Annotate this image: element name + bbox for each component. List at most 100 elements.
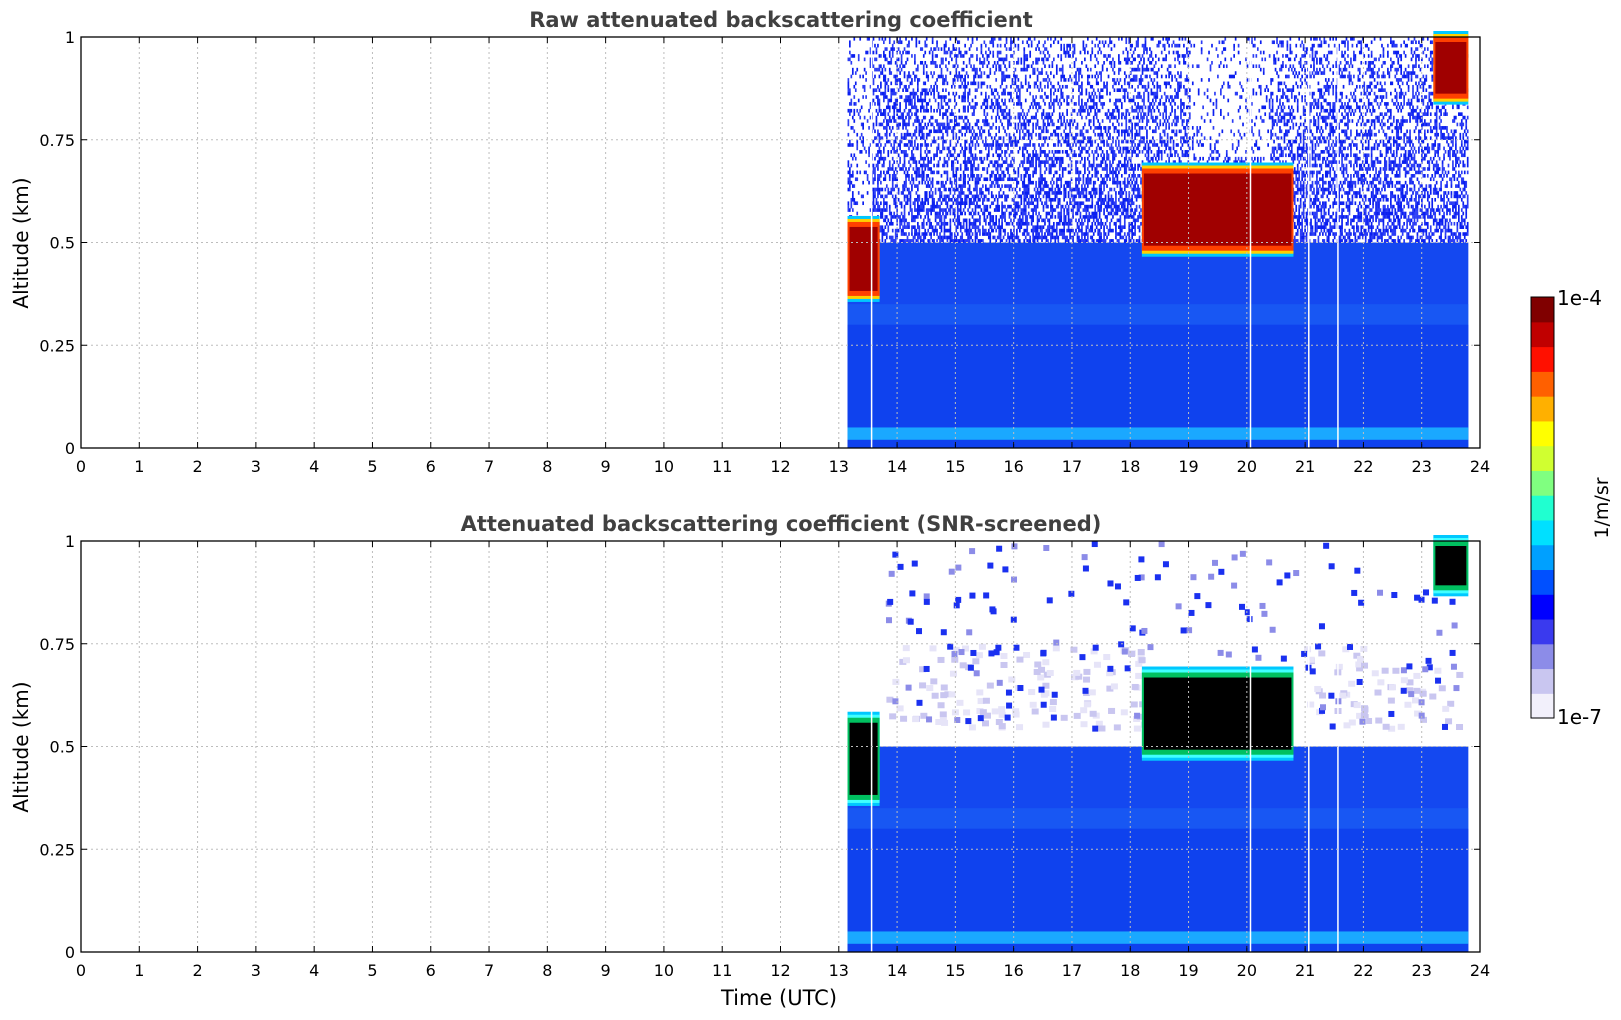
noise-pixel [1014,204,1017,209]
noise-pixel [974,218,977,223]
noise-pixel [953,211,956,216]
noise-pixel [959,84,962,89]
noise-pixel [940,225,943,229]
noise-pixel [1050,225,1052,229]
noise-pixel [1137,91,1139,96]
noise-pixel [1094,191,1097,195]
noise-pixel [1112,146,1114,151]
noise-pixel [850,163,853,168]
noise-pixel [903,84,906,89]
noise-pixel [968,57,971,62]
noise-pixel [1036,239,1039,243]
noise-pixel [1112,201,1114,206]
noise-pixel [917,119,919,123]
noise-pixel [853,119,856,123]
noise-pixel [959,239,962,243]
noise-pixel [1047,153,1049,158]
noise-pixel [1057,40,1060,45]
noise-pixel [1076,67,1079,72]
noise-pixel [1092,184,1095,188]
noise-pixel [946,81,949,86]
noise-pixel [974,180,977,185]
noise-pixel [980,50,983,55]
noise-pixel [936,170,938,175]
noise-pixel [1113,204,1116,209]
noise-pixel [971,156,974,161]
noise-pixel [888,119,891,123]
noise-pixel [912,153,915,158]
noise-pixel [1030,194,1033,199]
noise-pixel [1101,64,1104,69]
noise-pixel [899,225,901,229]
noise-pixel [918,225,921,229]
noise-pixel [983,228,986,233]
noise-pixel [973,160,975,164]
noise-pixel [1018,146,1021,151]
noise-pixel [1122,150,1125,154]
noise-pixel [934,64,937,69]
noise-pixel [1131,194,1134,199]
noise-pixel [1041,112,1043,116]
noise-pixel [958,218,961,223]
noise-pixel [915,177,918,182]
noise-pixel [987,235,990,240]
noise-pixel [949,239,952,243]
noise-pixel [1076,208,1079,212]
noise-pixel [1095,115,1098,120]
noise-pixel [888,50,891,55]
noise-pixel [919,122,922,127]
noise-pixel [1089,54,1092,58]
noise-pixel [1029,174,1032,178]
noise-pixel [934,211,937,216]
noise-pixel [922,64,925,69]
noise-pixel [1154,98,1157,103]
noise-pixel [1147,105,1150,110]
noise-pixel [931,191,934,195]
noise-pixel [992,91,995,96]
noise-pixel [1038,218,1040,223]
noise-pixel [914,119,916,123]
noise-pixel [977,211,980,216]
noise-pixel [922,170,925,175]
noise-pixel [1152,136,1154,140]
noise-pixel [1045,57,1048,62]
noise-pixel [1119,221,1122,226]
noise-pixel [952,163,955,168]
noise-pixel [959,228,962,233]
noise-pixel [968,239,971,243]
noise-pixel [878,187,881,192]
noise-pixel [989,40,992,45]
noise-pixel [945,160,947,164]
noise-pixel [912,239,915,243]
noise-pixel [1104,160,1107,164]
noise-pixel [1060,143,1063,147]
noise-pixel [986,156,989,161]
noise-pixel [1097,204,1100,209]
noise-pixel [1078,78,1080,82]
noise-pixel [894,174,897,178]
noise-pixel [1058,163,1061,168]
noise-pixel [1091,204,1094,209]
noise-pixel [1042,98,1045,103]
noise-pixel [1112,136,1114,140]
noise-pixel [1141,136,1144,140]
noise-pixel [896,177,898,182]
noise-pixel [1018,163,1021,168]
noise-pixel [914,139,916,144]
noise-pixel [1024,57,1027,62]
noise-pixel [1048,64,1051,69]
noise-pixel [917,146,919,151]
noise-pixel [908,139,910,144]
noise-pixel [905,105,907,110]
noise-pixel [945,50,947,55]
noise-pixel [1115,191,1117,195]
noise-pixel [1029,105,1032,110]
noise-pixel [956,194,959,199]
noise-pixel [1029,153,1032,158]
noise-pixel [990,160,993,164]
noise-pixel [1125,235,1128,240]
noise-pixel [1091,150,1094,154]
noise-pixel [984,91,987,96]
noise-pixel [1050,201,1052,206]
noise-pixel [1092,95,1095,99]
